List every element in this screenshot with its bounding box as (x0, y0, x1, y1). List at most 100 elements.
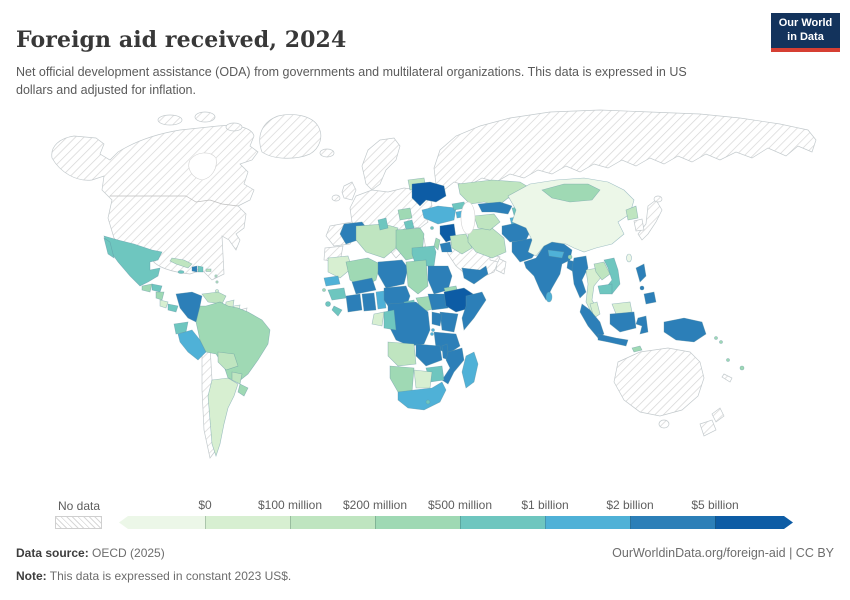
country-angola[interactable] (387, 341, 417, 367)
country-kenya[interactable] (439, 311, 459, 333)
country-china[interactable] (507, 177, 635, 257)
country-cambodia[interactable] (597, 283, 613, 295)
country-togo-benin[interactable] (375, 290, 387, 310)
country-puerto-rico[interactable] (205, 268, 212, 272)
legend-no-data-swatch[interactable] (55, 516, 102, 529)
country-zambia[interactable] (415, 343, 443, 367)
country-brazil[interactable] (195, 301, 271, 383)
country-solomon-islands[interactable] (719, 340, 723, 344)
country-iceland[interactable] (319, 148, 335, 158)
country-niger[interactable] (377, 259, 409, 289)
country-iran[interactable] (467, 227, 507, 259)
country-jamaica[interactable] (177, 270, 185, 274)
country-mexico[interactable] (103, 235, 163, 287)
country-vanuatu[interactable] (726, 358, 730, 362)
country-antilles[interactable] (214, 274, 218, 278)
country-guinea[interactable] (327, 287, 347, 301)
country-senegal[interactable] (323, 275, 341, 287)
country-cyprus[interactable] (430, 226, 434, 230)
legend-segment-1[interactable] (205, 516, 290, 529)
country-japan-hokkaido[interactable] (653, 195, 663, 203)
country-laos[interactable] (593, 261, 611, 281)
country-congo[interactable] (383, 309, 397, 331)
country-greenland[interactable] (259, 114, 322, 159)
country-uzbekistan[interactable] (477, 201, 513, 215)
country-burundi[interactable] (430, 332, 434, 336)
country-venezuela[interactable] (201, 291, 227, 305)
country-nepal[interactable] (547, 249, 565, 259)
country-mauritania[interactable] (327, 255, 353, 279)
country-yemen[interactable] (461, 265, 489, 285)
country-turkey[interactable] (421, 205, 457, 225)
country-antilles[interactable] (215, 280, 219, 284)
owid-logo[interactable]: Our World in Data (771, 13, 840, 52)
country-gabon[interactable] (371, 311, 385, 327)
country-ireland[interactable] (331, 194, 341, 202)
country-turkmenistan[interactable] (473, 213, 501, 231)
country-new-caledonia[interactable] (721, 373, 733, 383)
country-tunisia[interactable] (377, 217, 389, 231)
legend-segment-0[interactable] (119, 516, 205, 529)
country-burkina-faso[interactable] (351, 277, 377, 295)
country-mongolia[interactable] (541, 183, 601, 203)
legend-segment-4[interactable] (460, 516, 545, 529)
country-sri-lanka[interactable] (545, 291, 553, 303)
country-south-africa[interactable] (397, 381, 447, 411)
country-somalia[interactable] (461, 291, 487, 331)
country-guinea-bissau[interactable] (322, 288, 326, 292)
country-cote-divoire[interactable] (345, 293, 363, 313)
country-myanmar[interactable] (571, 255, 589, 299)
country-liberia[interactable] (331, 305, 343, 317)
country-iraq[interactable] (449, 233, 473, 255)
country-namibia[interactable] (389, 365, 415, 393)
country-panama[interactable] (167, 303, 179, 313)
country-israel[interactable] (433, 237, 441, 251)
country-new-zealand-north[interactable] (711, 407, 725, 423)
country-sierra-leone[interactable] (325, 301, 331, 307)
country-botswana[interactable] (413, 369, 433, 389)
country-serbia-bosnia[interactable] (397, 207, 413, 221)
country-guatemala[interactable] (141, 283, 153, 293)
country-solomon-islands[interactable] (714, 336, 718, 340)
country-taiwan[interactable] (626, 253, 632, 263)
country-madagascar[interactable] (461, 351, 479, 389)
country-argentina[interactable] (207, 377, 239, 457)
country-philippines-mindanao[interactable] (643, 291, 657, 305)
footer-link[interactable]: OurWorldinData.org/foreign-aid | CC BY (612, 546, 834, 560)
country-russia[interactable] (433, 109, 817, 191)
country-cuba[interactable] (169, 257, 193, 269)
country-south-sudan[interactable] (427, 293, 449, 311)
country-peru[interactable] (177, 329, 207, 361)
legend-segment-3[interactable] (375, 516, 460, 529)
country-rwanda[interactable] (431, 328, 435, 332)
country-nicaragua[interactable] (155, 291, 165, 301)
country-chad[interactable] (405, 259, 429, 295)
legend-segment-5[interactable] (545, 516, 630, 529)
country-mexico-baja[interactable] (103, 237, 115, 259)
legend-segment-6[interactable] (630, 516, 715, 529)
country-dominican-republic[interactable] (197, 265, 204, 273)
country-uganda[interactable] (431, 311, 443, 327)
region-scandinavia[interactable] (361, 137, 401, 191)
country-mozambique[interactable] (441, 347, 465, 385)
country-jordan[interactable] (439, 241, 453, 253)
country-lesotho[interactable] (425, 399, 431, 405)
legend-segment-2[interactable] (290, 516, 375, 529)
country-south-korea[interactable] (633, 218, 645, 232)
country-new-zealand-south[interactable] (699, 419, 717, 437)
country-philippines-luzon[interactable] (635, 263, 647, 283)
country-timor-leste[interactable] (631, 345, 643, 353)
country-albania-north-macedonia[interactable] (403, 219, 415, 230)
country-ghana[interactable] (361, 292, 377, 312)
country-bhutan[interactable] (567, 254, 573, 260)
country-australia-tasmania[interactable] (658, 419, 670, 429)
country-oman[interactable] (495, 257, 507, 275)
country-costa-rica[interactable] (159, 299, 169, 309)
country-indonesia-java[interactable] (597, 333, 629, 347)
country-haiti[interactable] (191, 265, 198, 273)
legend-segment-7[interactable] (715, 516, 793, 529)
country-united-kingdom[interactable] (341, 181, 357, 201)
country-indonesia-kalimantan[interactable] (609, 311, 637, 333)
country-uruguay[interactable] (237, 383, 249, 397)
country-kazakhstan[interactable] (457, 179, 531, 207)
